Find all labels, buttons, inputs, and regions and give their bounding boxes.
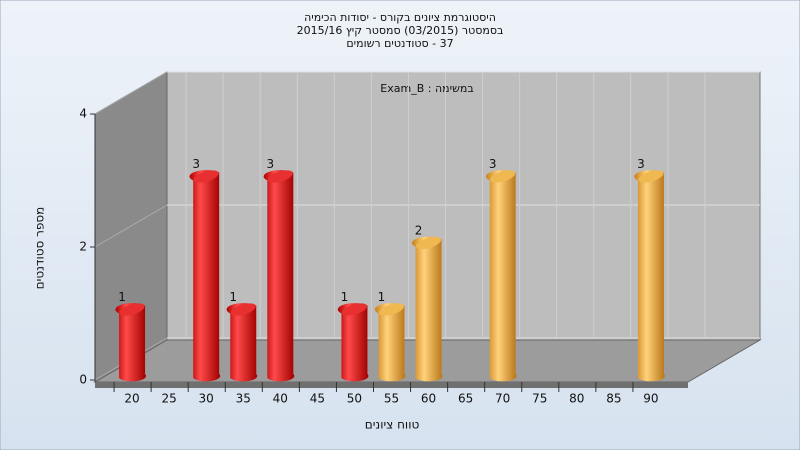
bar-top [341, 303, 367, 316]
y-tick-label: 0 [79, 373, 87, 387]
bar-top [267, 170, 293, 183]
value-label: 1 [118, 290, 126, 304]
bar [115, 303, 147, 382]
bar [263, 170, 295, 382]
y-tick-label: 2 [79, 240, 87, 254]
bar-top [193, 170, 219, 183]
bar-top [119, 303, 145, 316]
bar [634, 170, 665, 382]
chart-title: היסטוגרמת ציונים בקורס - יסודות הכימיה [304, 11, 496, 24]
y-axis-label: מספר סטודנטים [33, 207, 47, 290]
subtitle: במשימה : Exam_B [380, 82, 473, 95]
chart-title: 37 - סטודנטים רשומים [346, 37, 453, 50]
bar [337, 303, 369, 382]
x-tick-label: 60 [421, 392, 436, 406]
grid-line [94, 204, 168, 248]
x-tick-label: 75 [532, 392, 547, 406]
chart-title: בסמסטר (03/2015) סמסטר קיץ 2015/16 [297, 24, 504, 37]
x-tick-label: 25 [161, 392, 176, 406]
x-tick-label: 20 [124, 392, 139, 406]
bar-top [378, 303, 405, 316]
bar [189, 170, 221, 382]
x-tick-label: 90 [643, 392, 658, 406]
bar-top [230, 303, 256, 316]
value-label: 2 [415, 224, 423, 238]
bar [486, 170, 517, 382]
x-tick-label: 70 [495, 392, 510, 406]
value-label: 3 [192, 157, 200, 171]
x-axis-label: טווח ציונים [365, 418, 420, 432]
value-label: 1 [229, 290, 237, 304]
bar [374, 303, 406, 382]
x-tick-label: 55 [384, 392, 399, 406]
x-tick-label: 30 [199, 392, 214, 406]
x-tick-label: 35 [236, 392, 251, 406]
value-label: 3 [266, 157, 274, 171]
x-tick-label: 80 [569, 392, 584, 406]
x-tick-label: 65 [458, 392, 473, 406]
value-label: 3 [489, 157, 497, 171]
value-label: 3 [637, 157, 645, 171]
bar-top [490, 170, 516, 183]
x-tick-label: 50 [347, 392, 362, 406]
back-wall [166, 71, 761, 341]
value-label: 1 [378, 290, 386, 304]
value-label: 1 [341, 290, 349, 304]
y-tick-label: 4 [79, 107, 87, 121]
bar [226, 303, 258, 382]
x-tick-label: 45 [310, 392, 325, 406]
bar [411, 236, 443, 382]
x-tick-label: 40 [273, 392, 288, 406]
bar-top [638, 170, 664, 183]
grid-line [94, 71, 168, 115]
x-tick-label: 85 [606, 392, 621, 406]
bar-top [416, 236, 442, 250]
floor-edge [95, 382, 688, 388]
